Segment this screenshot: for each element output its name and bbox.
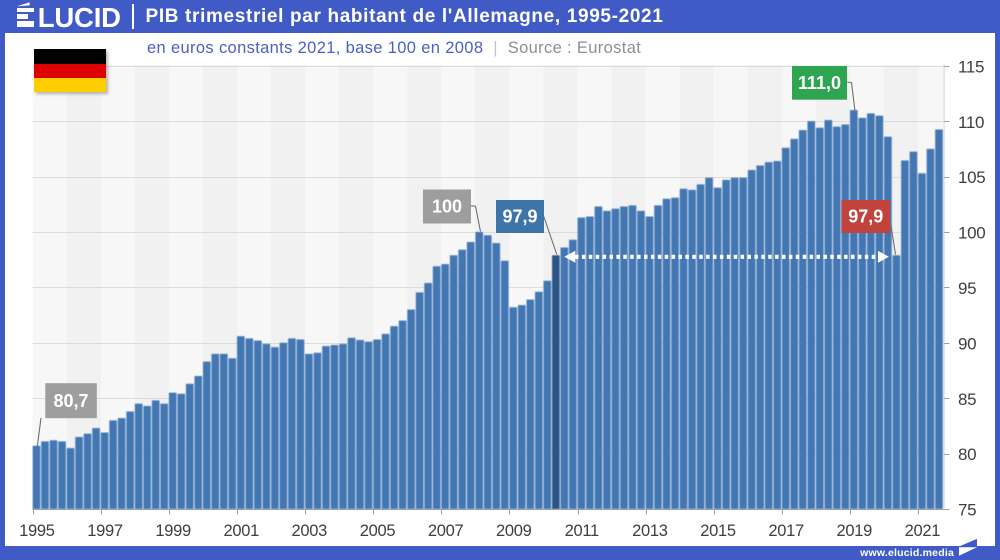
- svg-text:1999: 1999: [155, 522, 191, 540]
- svg-text:97,9: 97,9: [848, 207, 883, 227]
- svg-text:2001: 2001: [223, 522, 259, 540]
- svg-text:1995: 1995: [19, 522, 55, 540]
- svg-text:2009: 2009: [496, 522, 532, 540]
- svg-text:2019: 2019: [836, 522, 872, 540]
- svg-text:95: 95: [958, 279, 976, 298]
- svg-text:2007: 2007: [428, 522, 464, 540]
- svg-text:111,0: 111,0: [798, 73, 841, 93]
- svg-text:97,9: 97,9: [502, 207, 537, 227]
- svg-text:2015: 2015: [700, 522, 736, 540]
- svg-text:2021: 2021: [905, 522, 941, 540]
- svg-text:90: 90: [958, 334, 976, 353]
- svg-text:2005: 2005: [360, 522, 396, 540]
- svg-text:85: 85: [958, 390, 976, 409]
- svg-text:110: 110: [958, 113, 984, 132]
- svg-text:2003: 2003: [292, 522, 328, 540]
- svg-text:2017: 2017: [768, 522, 804, 540]
- svg-text:80: 80: [958, 445, 976, 464]
- svg-text:80,7: 80,7: [53, 391, 88, 411]
- svg-text:2013: 2013: [632, 522, 668, 540]
- svg-text:75: 75: [958, 501, 976, 520]
- svg-text:2011: 2011: [565, 522, 599, 540]
- svg-text:105: 105: [958, 168, 985, 187]
- svg-text:100: 100: [432, 197, 462, 217]
- svg-text:1997: 1997: [87, 522, 123, 540]
- svg-text:115: 115: [958, 57, 984, 76]
- svg-text:100: 100: [958, 224, 985, 243]
